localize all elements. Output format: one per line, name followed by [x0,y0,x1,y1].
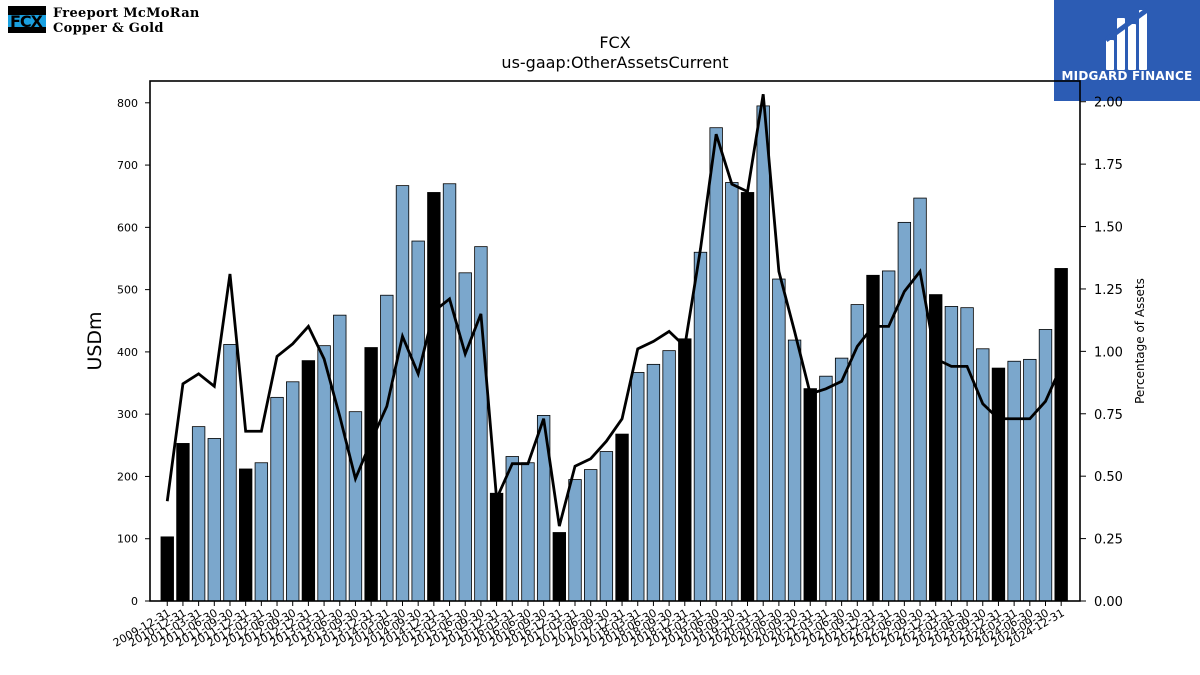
bar [317,345,331,602]
bars-group [160,105,1068,602]
logo-mark-text: FCX [10,12,43,31]
bar [819,375,833,602]
bar [662,350,676,602]
logo-mark-band [8,15,46,27]
bar [411,240,425,602]
y2-tick-label: 0.25 [1094,533,1123,548]
bar [991,367,1006,602]
bar [458,272,472,602]
bar [834,357,849,602]
bar [631,372,645,602]
bar [238,468,253,602]
bar [1038,329,1053,602]
bar [254,462,269,602]
bar [301,360,316,602]
bar [191,426,206,602]
bar [348,411,363,602]
company-name-line2: Copper & Gold [53,21,164,36]
bar [176,443,190,602]
y-axis-label: USDm [84,311,106,370]
midgard-logo-mark-icon [1104,7,1149,70]
y-tick-label: 800 [117,97,138,110]
bar [1007,360,1021,602]
freeport-logo-mark: FCX [8,6,46,33]
bar [615,433,629,602]
freeport-logo: FCX Freeport McMoRan Copper & Gold [8,6,228,36]
bar [286,381,300,602]
bar [505,456,519,602]
bar [474,246,488,602]
bar [207,438,221,602]
series-line [165,94,1063,527]
bar [693,251,708,602]
y-tick-label: 400 [117,346,138,359]
line-group [165,94,1063,527]
bar [881,270,896,602]
bar [944,306,959,602]
bar [599,451,614,602]
bar [427,192,441,602]
y2-tick-label: 1.00 [1094,345,1123,360]
y-tick-label: 300 [117,408,138,421]
y-tick-label: 500 [117,284,138,297]
bar [395,185,410,602]
bar [976,348,990,602]
y2-tick-label: 1.25 [1094,283,1123,298]
company-name-line1: Freeport McMoRan [53,6,200,21]
bar [442,183,457,602]
bar [584,469,598,602]
bar [897,221,912,602]
bar [568,479,582,602]
y2-tick-label: 0.00 [1094,595,1123,610]
bar [772,278,786,602]
bar [223,344,237,602]
bar [803,388,817,602]
y-tick-label: 0 [131,595,138,608]
y2-tick-label: 1.50 [1094,221,1123,236]
brand-name: MIDGARD FINANCE [1061,69,1193,83]
bar [521,462,535,602]
bar [756,105,770,602]
y2-tick-label: 2.00 [1094,96,1123,111]
bar [646,363,661,602]
bar [333,314,347,602]
bar [552,532,566,602]
bar [678,338,692,602]
y-tick-label: 600 [117,221,138,234]
y-tick-label: 200 [117,470,138,483]
y-tick-label: 100 [117,533,138,546]
bar [740,192,755,602]
chart-title: FCX [599,33,630,52]
y2-tick-label: 1.75 [1094,158,1123,173]
bar [160,536,174,602]
bar [1023,358,1037,602]
bar [380,294,394,602]
y-tick-label: 700 [117,159,138,172]
bar [787,339,802,602]
bar [960,307,974,602]
y2-axis-label: Percentage of Assets [1133,278,1147,404]
y2-tick-label: 0.50 [1094,470,1123,485]
y2-tick-label: 0.75 [1094,408,1123,423]
plot-frame [149,80,1081,602]
bar [1054,268,1068,602]
bar [709,127,723,602]
midgard-finance-logo: MIDGARD FINANCE [1054,0,1200,101]
bar [364,347,378,602]
bar [270,396,284,602]
bar [725,182,739,602]
bar [913,197,927,602]
bar [489,492,504,602]
chart-subtitle: us-gaap:OtherAssetsCurrent [501,53,728,72]
bar [866,274,880,602]
